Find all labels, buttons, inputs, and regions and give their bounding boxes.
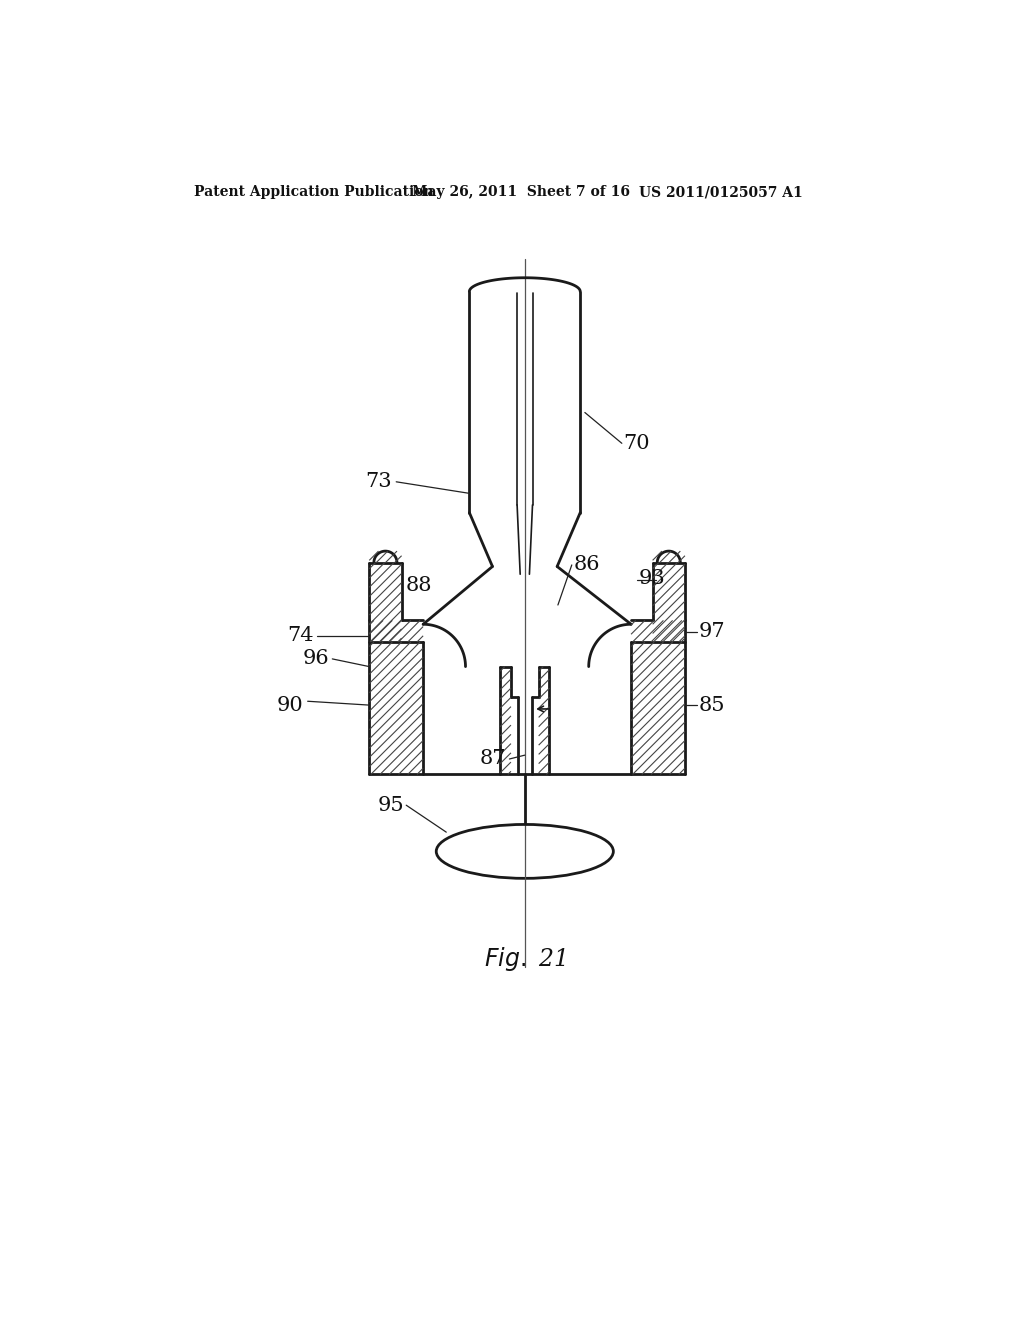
Text: 97: 97 <box>698 623 725 642</box>
Text: 96: 96 <box>303 649 330 668</box>
Text: 74: 74 <box>288 626 313 645</box>
Text: 85: 85 <box>698 696 725 714</box>
Text: 70: 70 <box>624 434 650 453</box>
Text: Patent Application Publication: Patent Application Publication <box>195 185 434 199</box>
Text: 73: 73 <box>366 473 392 491</box>
Text: May 26, 2011  Sheet 7 of 16: May 26, 2011 Sheet 7 of 16 <box>412 185 630 199</box>
Text: 86: 86 <box>573 556 600 574</box>
Text: 95: 95 <box>377 796 403 814</box>
Text: 87: 87 <box>480 750 506 768</box>
Text: 88: 88 <box>406 577 432 595</box>
Text: $\it{Fig.}$ 21: $\it{Fig.}$ 21 <box>483 945 566 973</box>
Text: 93: 93 <box>639 569 666 587</box>
Text: US 2011/0125057 A1: US 2011/0125057 A1 <box>639 185 803 199</box>
Text: 90: 90 <box>278 696 304 714</box>
